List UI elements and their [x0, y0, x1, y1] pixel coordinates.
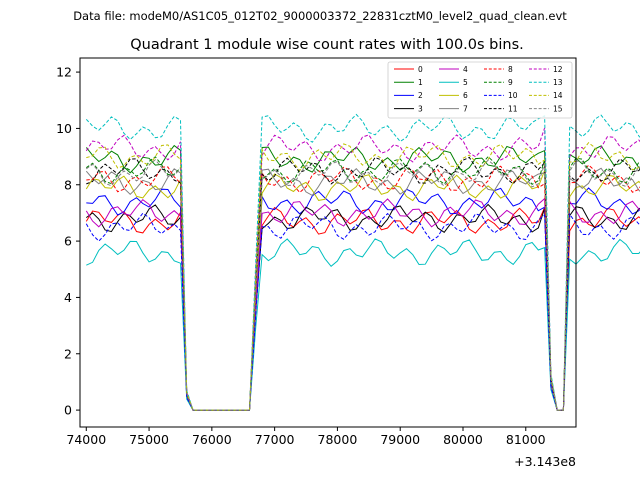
legend-label-2: 2	[418, 91, 423, 100]
series-line-12	[85, 127, 640, 411]
x-tick-label: 76000	[192, 432, 232, 447]
x-tick-label: 75000	[129, 432, 169, 447]
x-tick-label: 80000	[443, 432, 483, 447]
legend-label-6: 6	[463, 91, 468, 100]
legend-label-0: 0	[418, 65, 423, 74]
data-file-label: Data file: modeM0/AS1C05_012T02_90000033…	[73, 9, 567, 23]
y-axis: 0 2 4 6 8 10 12	[56, 65, 80, 418]
x-tick-label: 77000	[255, 432, 295, 447]
x-tick-label: 74000	[66, 432, 106, 447]
legend-label-1: 1	[418, 78, 423, 87]
series-line-13	[85, 113, 640, 411]
legend-label-12: 12	[553, 65, 563, 74]
series-line-10	[85, 212, 640, 411]
x-axis-offset-label: +3.143e8	[514, 454, 576, 469]
legend-label-5: 5	[463, 78, 468, 87]
chart-title: Quadrant 1 module wise count rates with …	[130, 37, 524, 53]
x-tick-label: 78000	[318, 432, 358, 447]
legend-label-11: 11	[508, 104, 518, 113]
legend-label-9: 9	[508, 78, 513, 87]
legend-label-4: 4	[463, 65, 468, 74]
legend-frame	[387, 61, 573, 119]
legend-label-7: 7	[463, 104, 468, 113]
axes-frame	[79, 57, 577, 428]
y-tick-label: 4	[64, 290, 72, 305]
legend-label-15: 15	[553, 104, 563, 113]
series-line-9	[86, 155, 640, 411]
y-tick-label: 2	[64, 346, 72, 361]
series-layer	[85, 113, 640, 411]
series-line-14	[86, 141, 640, 411]
legend-label-8: 8	[508, 65, 513, 74]
y-tick-label: 8	[64, 177, 72, 192]
plot-area	[79, 57, 640, 428]
y-tick-label: 12	[56, 65, 72, 80]
y-tick-label: 0	[64, 403, 72, 418]
x-tick-label: 79000	[380, 432, 420, 447]
x-tick-label: 81000	[506, 432, 546, 447]
legend-label-14: 14	[553, 91, 563, 100]
y-tick-label: 10	[56, 121, 72, 136]
series-line-15	[86, 159, 640, 411]
legend-label-13: 13	[553, 78, 563, 87]
series-line-5	[86, 238, 640, 411]
x-axis: 74000 75000 76000 77000 78000 79000 80000 81000	[66, 427, 546, 447]
y-tick-label: 6	[64, 234, 72, 249]
legend-label-3: 3	[418, 104, 423, 113]
legend-label-10: 10	[508, 91, 518, 100]
